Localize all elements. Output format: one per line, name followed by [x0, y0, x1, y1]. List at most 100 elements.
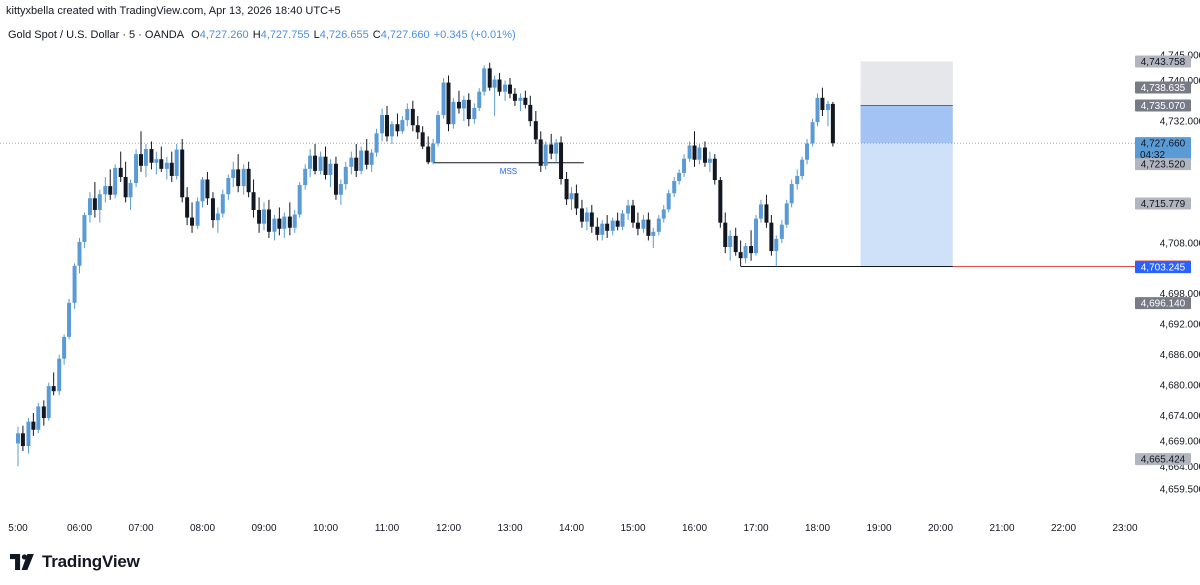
candle-body	[769, 222, 774, 252]
candle-body	[364, 150, 369, 165]
tradingview-logo-text: TradingView	[42, 552, 140, 571]
candle-body	[174, 149, 179, 176]
candle	[815, 93, 820, 127]
candle-body	[380, 115, 385, 134]
time-tick-label: 08:00	[190, 523, 215, 534]
candle-body	[20, 433, 25, 447]
candle	[446, 75, 451, 132]
candle	[380, 108, 385, 142]
candle	[257, 197, 262, 233]
candle	[595, 217, 600, 241]
candle-body	[774, 238, 779, 252]
candle	[687, 141, 692, 162]
candle-body	[800, 159, 805, 176]
time-tick-label: 21:00	[989, 523, 1014, 534]
candle	[31, 413, 36, 436]
candle-body	[503, 84, 508, 92]
symbol-legend[interactable]: Gold Spot / U.S. Dollar · 5 · OANDA O4,7…	[8, 27, 517, 43]
price-label-badge: 4,715.779	[1135, 197, 1191, 210]
candle	[318, 151, 323, 175]
candle-body	[523, 97, 528, 105]
candle	[313, 143, 318, 175]
candle	[784, 199, 789, 228]
candle	[195, 197, 200, 229]
time-axis[interactable]: 5:00 06:00 07:00 08:00 09:00 10:00 11:00 12:00 1…	[8, 523, 1138, 534]
price-label-text: 4,738.635	[1141, 83, 1186, 94]
candle-body	[712, 158, 717, 181]
open-key: O	[191, 29, 200, 41]
candle	[190, 202, 195, 233]
candle-body	[128, 183, 133, 198]
candle	[108, 169, 113, 200]
candle-body	[420, 132, 425, 147]
candle	[72, 263, 77, 309]
candle	[677, 169, 682, 185]
candle-body	[728, 235, 733, 248]
tradingview-brand[interactable]: TradingView	[10, 550, 140, 574]
candle-body	[72, 265, 77, 303]
time-tick-label: 17:00	[743, 523, 768, 534]
candle-body	[92, 198, 97, 210]
price-label-badge: 4,723.520	[1135, 158, 1191, 171]
candle-body	[697, 147, 702, 160]
candle	[400, 116, 405, 134]
candle	[236, 154, 241, 193]
candle	[518, 93, 523, 111]
price-label-text: 4,735.070	[1141, 101, 1186, 112]
symbol-title[interactable]: Gold Spot / U.S. Dollar · 5 · OANDA	[8, 29, 185, 41]
price-label-text: 4,743.758	[1141, 57, 1186, 68]
price-label-badge: 4,738.635	[1135, 81, 1191, 94]
time-tick-label: 16:00	[682, 523, 707, 534]
candle-body	[16, 433, 20, 444]
price-tick-label: 4,664.000	[1160, 462, 1200, 473]
candle	[246, 161, 251, 198]
candle	[149, 141, 154, 170]
candle-body	[682, 158, 687, 173]
candle	[87, 192, 92, 223]
candle-body	[533, 121, 538, 140]
candle	[123, 161, 128, 203]
candle-body	[303, 168, 308, 186]
candle	[497, 72, 502, 96]
candle	[810, 118, 815, 147]
candle-body	[805, 143, 810, 160]
candle-body	[620, 213, 625, 227]
candle	[789, 179, 794, 208]
candle-body	[374, 133, 379, 153]
close-key: C	[372, 29, 381, 41]
price-tick-label: 4,732.000	[1160, 117, 1200, 128]
candle	[354, 143, 359, 177]
candle	[389, 121, 394, 144]
candle-body	[400, 120, 405, 132]
candle	[441, 77, 446, 119]
candle	[36, 402, 41, 434]
candle	[62, 334, 67, 365]
candle-body	[692, 145, 697, 160]
candle	[128, 179, 133, 210]
candle-body	[595, 226, 600, 235]
candle-body	[815, 97, 820, 123]
candle-body	[410, 108, 415, 126]
candle	[272, 215, 277, 241]
candle	[554, 138, 559, 162]
candle-body	[641, 219, 646, 229]
candle-body	[626, 205, 631, 214]
candle-body	[600, 223, 605, 235]
time-tick-label: 13:00	[497, 523, 522, 534]
candle-body	[297, 185, 302, 215]
candle-body	[57, 358, 62, 392]
candle	[728, 230, 733, 261]
candle	[57, 354, 62, 396]
candle-body	[584, 212, 589, 222]
candle	[215, 207, 220, 233]
candle	[620, 209, 625, 231]
candle	[702, 141, 707, 167]
candle	[451, 98, 456, 129]
candle	[415, 116, 420, 139]
price-label-text: 4,696.140	[1141, 299, 1186, 310]
price-tick-label: 4,708.000	[1160, 238, 1200, 249]
candle-body	[277, 218, 282, 229]
candle-body	[282, 216, 287, 229]
candle-body	[292, 214, 297, 228]
